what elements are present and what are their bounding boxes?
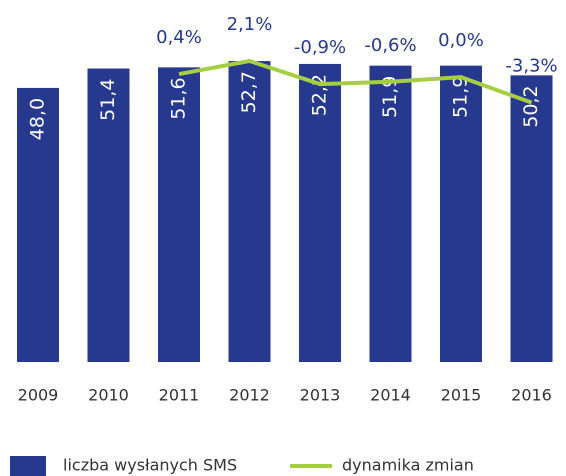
bar-value-label: 52,7 [238, 71, 260, 113]
bar [87, 68, 130, 363]
x-tick-label: 2011 [159, 386, 200, 405]
x-tick-label: 2013 [300, 386, 341, 405]
bar [299, 63, 341, 363]
x-tick-label: 2009 [18, 386, 59, 405]
x-tick-label: 2010 [88, 386, 129, 405]
x-tick-label: 2015 [441, 386, 482, 405]
bar [228, 61, 271, 362]
bar-value-label: 51,6 [168, 77, 190, 119]
bar [369, 65, 412, 362]
bar-value-label: 50,2 [520, 85, 542, 127]
line-value-label: -3,3% [505, 56, 557, 77]
legend-label: dynamika zmian [342, 456, 474, 475]
line-value-label: 2,1% [227, 14, 273, 35]
bar-value-label: 51,9 [379, 76, 401, 118]
bar [510, 75, 553, 362]
x-tick-label: 2016 [511, 386, 552, 405]
x-tick-label: 2014 [370, 386, 411, 405]
line-value-label: -0,6% [364, 35, 416, 56]
bar [158, 67, 200, 362]
bar-value-label: 48,0 [27, 98, 49, 140]
line [178, 58, 533, 105]
bar-value-label: 51,9 [450, 76, 472, 118]
line-value-label: 0,0% [438, 30, 484, 51]
bar [440, 65, 482, 362]
legend-label: liczba wysłanych SMS [63, 456, 237, 475]
bar [17, 87, 59, 363]
line-value-label: -0,9% [294, 37, 346, 58]
legend-swatch-bars [10, 456, 46, 476]
line-value-label: 0,4% [156, 27, 202, 48]
bar-value-label: 51,4 [97, 79, 119, 121]
x-tick-label: 2012 [229, 386, 270, 405]
